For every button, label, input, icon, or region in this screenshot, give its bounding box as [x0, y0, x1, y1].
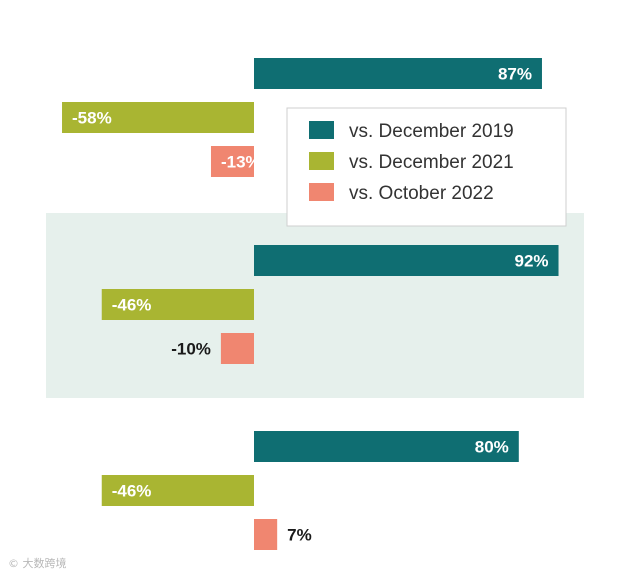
legend-label-1: vs. December 2019: [349, 121, 514, 142]
value-label-3-group-2: -10%: [171, 340, 211, 359]
bar-2-group-1: [62, 102, 254, 133]
legend-swatch-3: [309, 183, 334, 201]
bar-2-group-2: [101, 289, 255, 320]
watermark: © 大数跨境: [8, 557, 67, 570]
value-label-1-group-3: 80%: [475, 438, 509, 457]
value-label-1-group-2: 92%: [514, 252, 548, 271]
bar-3-group-2: [220, 333, 254, 364]
legend-label-3: vs. October 2022: [349, 183, 494, 204]
value-label-3-group-3: 7%: [287, 526, 312, 545]
bar-1-group-3: [254, 431, 519, 462]
bar-1-group-2: [254, 245, 559, 276]
legend-label-2: vs. December 2021: [349, 152, 514, 173]
legend-swatch-1: [309, 121, 334, 139]
bar-3-group-1: [210, 146, 254, 177]
value-label-1-group-1: 87%: [498, 65, 532, 84]
value-labels-layer: 87% -58% -13% 92% -46% -10% 80% -46% 7%: [72, 65, 549, 545]
value-label-2-group-3: -46%: [112, 482, 152, 501]
value-label-3-group-1: -13%: [221, 153, 261, 172]
bar-3-group-3: [254, 519, 278, 550]
legend: vs. December 2019 vs. December 2021 vs. Oc…: [286, 107, 567, 227]
bar-2-group-3: [101, 475, 255, 506]
value-label-2-group-1: -58%: [72, 109, 112, 128]
bar-1-group-1: [254, 58, 542, 89]
bars-layer: [62, 58, 559, 550]
legend-swatch-2: [309, 152, 334, 170]
value-label-2-group-2: -46%: [112, 296, 152, 315]
